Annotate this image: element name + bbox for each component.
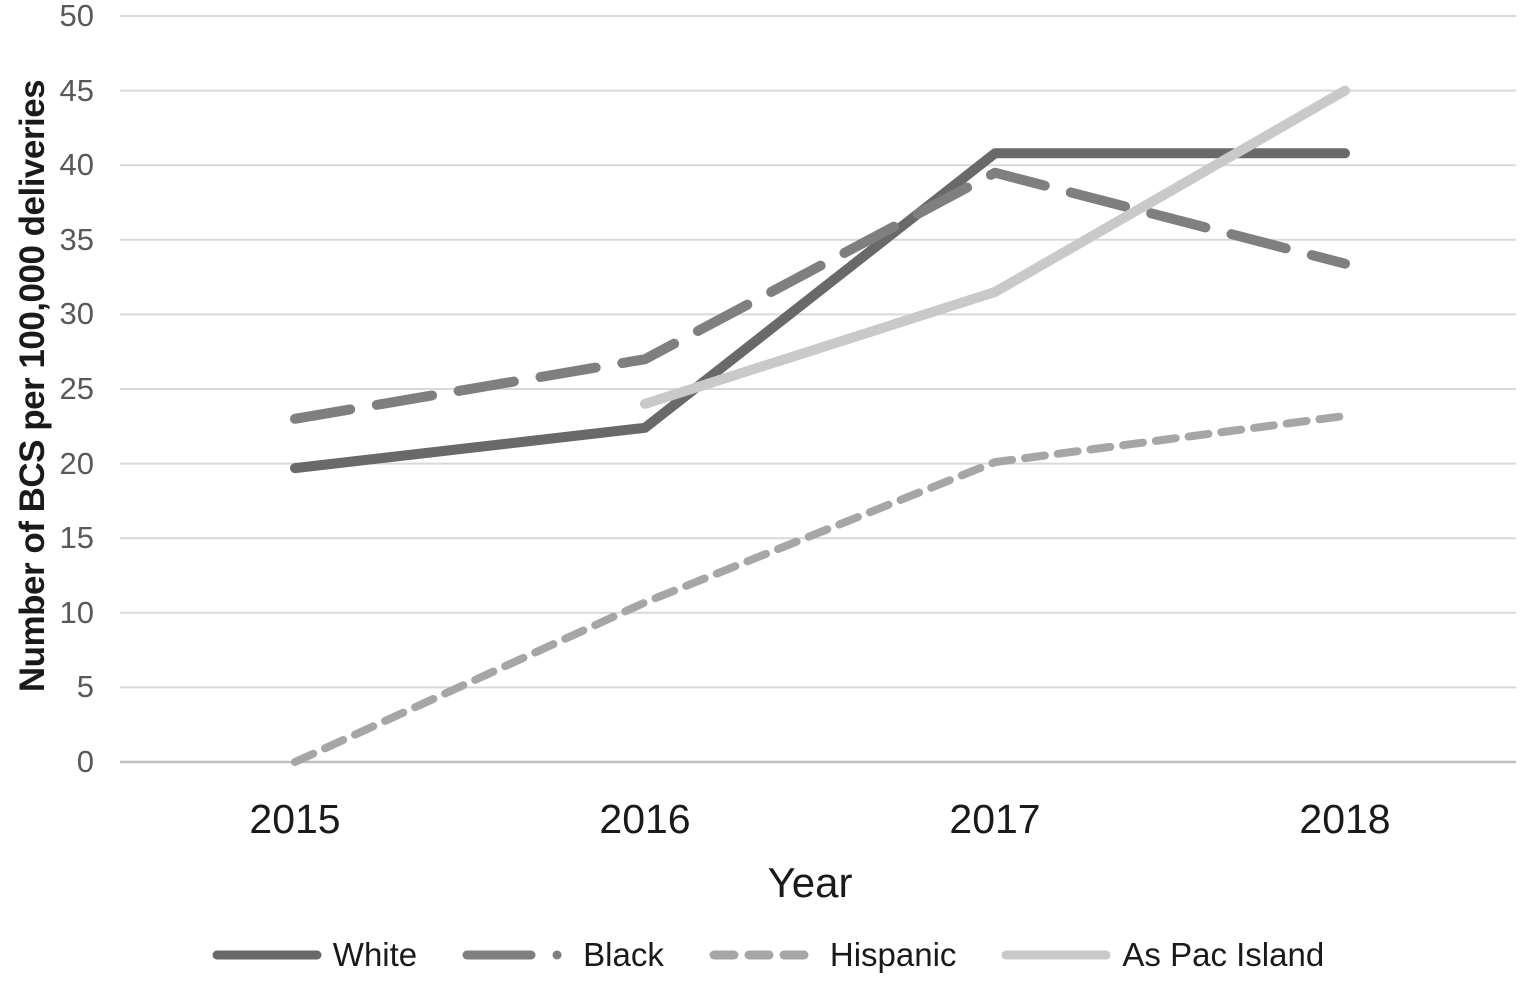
legend-label: As Pac Island bbox=[1122, 936, 1325, 973]
x-tick-label: 2017 bbox=[949, 796, 1041, 842]
series-line-as-pac-island bbox=[640, 85, 1350, 409]
legend-swatch bbox=[212, 950, 322, 960]
legend-swatch bbox=[462, 950, 572, 960]
legend-swatch bbox=[1001, 950, 1111, 960]
legend-label: Hispanic bbox=[829, 936, 957, 973]
y-tick-label: 5 bbox=[76, 669, 94, 705]
y-tick-label: 40 bbox=[59, 147, 94, 183]
x-tick-label: 2018 bbox=[1299, 796, 1391, 842]
legend: White Black Hispanic As Pac Island bbox=[0, 936, 1535, 974]
legend-item-white: White bbox=[211, 936, 417, 974]
y-tick-label: 10 bbox=[59, 594, 94, 630]
y-tick-label: 0 bbox=[76, 744, 94, 779]
x-tick-label: 2015 bbox=[249, 796, 341, 842]
x-tick-label: 2016 bbox=[599, 796, 691, 842]
y-tick-label: 30 bbox=[59, 296, 94, 332]
legend-label: White bbox=[332, 936, 418, 973]
y-tick-label: 50 bbox=[59, 0, 94, 33]
x-axis-title: Year bbox=[767, 859, 853, 906]
legend-swatch bbox=[709, 950, 817, 960]
y-tick-label: 20 bbox=[59, 445, 94, 481]
series-line-hispanic bbox=[291, 411, 1349, 766]
legend-item-as-pac-island: As Pac Island bbox=[1000, 936, 1324, 974]
legend-item-black: Black bbox=[461, 936, 664, 974]
series-line-white bbox=[290, 148, 1350, 474]
legend-label: Black bbox=[583, 936, 664, 973]
y-tick-label: 25 bbox=[59, 371, 94, 406]
y-tick-label: 15 bbox=[59, 520, 94, 556]
series-line-black bbox=[290, 167, 1350, 424]
legend-item-hispanic: Hispanic bbox=[708, 936, 957, 974]
y-tick-label: 35 bbox=[59, 221, 94, 257]
y-tick-label: 45 bbox=[59, 72, 94, 108]
